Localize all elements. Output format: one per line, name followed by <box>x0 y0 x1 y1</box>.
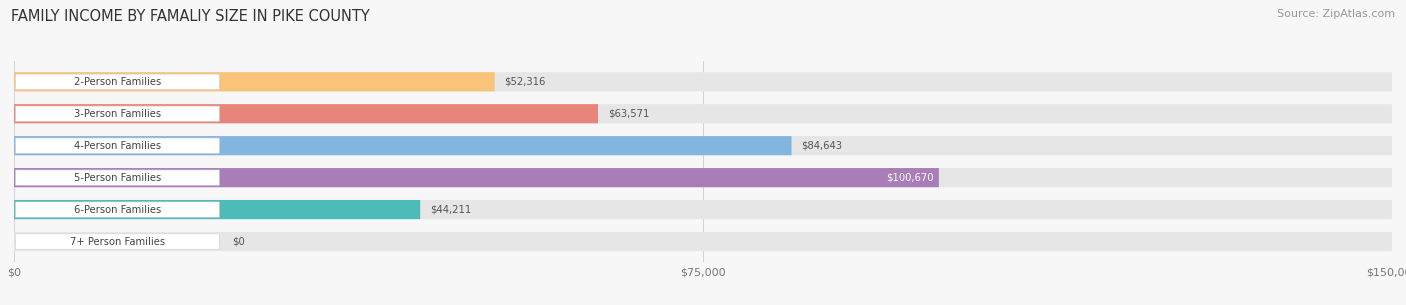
Text: 4-Person Families: 4-Person Families <box>75 141 160 151</box>
FancyBboxPatch shape <box>14 168 1392 187</box>
FancyBboxPatch shape <box>14 200 1392 219</box>
FancyBboxPatch shape <box>14 168 939 187</box>
FancyBboxPatch shape <box>15 74 219 89</box>
FancyBboxPatch shape <box>14 136 792 155</box>
Text: 5-Person Families: 5-Person Families <box>73 173 162 183</box>
FancyBboxPatch shape <box>15 170 219 185</box>
FancyBboxPatch shape <box>15 106 219 121</box>
FancyBboxPatch shape <box>15 202 219 217</box>
Text: $63,571: $63,571 <box>607 109 650 119</box>
FancyBboxPatch shape <box>14 104 1392 123</box>
FancyBboxPatch shape <box>14 104 598 123</box>
Text: 2-Person Families: 2-Person Families <box>73 77 162 87</box>
Text: $0: $0 <box>232 237 245 246</box>
Text: FAMILY INCOME BY FAMALIY SIZE IN PIKE COUNTY: FAMILY INCOME BY FAMALIY SIZE IN PIKE CO… <box>11 9 370 24</box>
Text: 6-Person Families: 6-Person Families <box>73 205 162 215</box>
Text: $100,670: $100,670 <box>886 173 934 183</box>
FancyBboxPatch shape <box>14 200 420 219</box>
Text: $84,643: $84,643 <box>801 141 842 151</box>
FancyBboxPatch shape <box>14 232 1392 251</box>
Text: Source: ZipAtlas.com: Source: ZipAtlas.com <box>1277 9 1395 19</box>
Text: 7+ Person Families: 7+ Person Families <box>70 237 165 246</box>
Text: 3-Person Families: 3-Person Families <box>75 109 160 119</box>
FancyBboxPatch shape <box>14 72 495 92</box>
FancyBboxPatch shape <box>14 72 1392 92</box>
FancyBboxPatch shape <box>15 234 219 249</box>
Text: $52,316: $52,316 <box>505 77 546 87</box>
FancyBboxPatch shape <box>15 138 219 153</box>
FancyBboxPatch shape <box>14 136 1392 155</box>
Text: $44,211: $44,211 <box>430 205 471 215</box>
